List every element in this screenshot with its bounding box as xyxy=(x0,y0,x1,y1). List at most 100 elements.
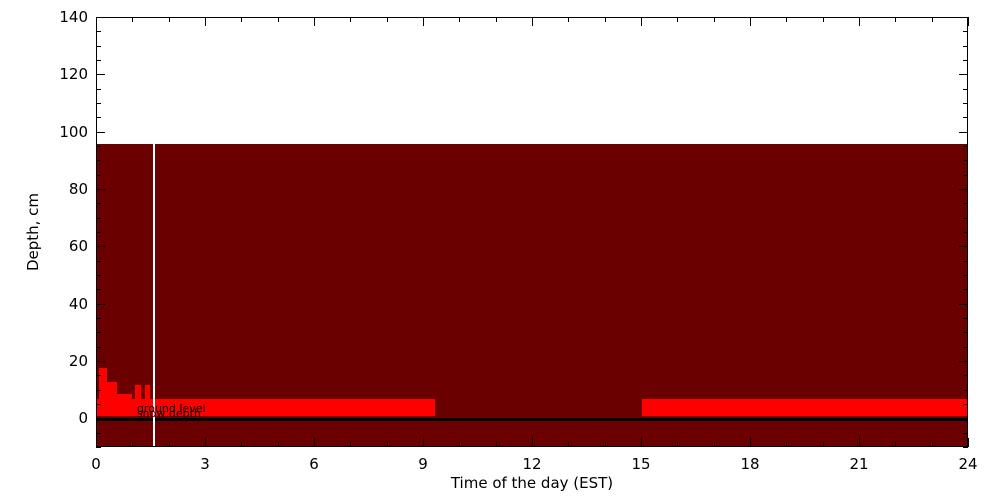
x-tick xyxy=(895,17,897,22)
x-tick xyxy=(568,17,570,22)
y-tick-label: 0 xyxy=(78,409,88,428)
x-tick-label: 9 xyxy=(418,455,428,473)
soil-temperature-fill xyxy=(97,144,967,446)
y-tick-label: 20 xyxy=(68,352,88,370)
x-tick-label: 18 xyxy=(740,455,760,473)
x-tick xyxy=(931,17,933,22)
y-tick xyxy=(96,246,105,248)
y-tick xyxy=(963,146,968,147)
y-tick xyxy=(959,246,968,248)
x-tick xyxy=(604,17,606,22)
y-tick xyxy=(963,203,968,205)
y-tick xyxy=(963,389,968,391)
x-tick xyxy=(750,438,751,447)
x-tick xyxy=(604,442,606,447)
x-tick xyxy=(386,17,388,22)
x-tick xyxy=(168,17,170,22)
x-tick xyxy=(423,438,424,447)
x-tick xyxy=(241,442,243,447)
y-tick xyxy=(96,260,101,262)
plot-area: ground level snow depth xyxy=(96,17,968,447)
x-tick xyxy=(205,17,206,26)
warm-band xyxy=(642,399,967,417)
x-tick xyxy=(132,17,134,22)
x-tick xyxy=(968,17,969,26)
y-tick xyxy=(963,160,968,162)
x-tick xyxy=(423,17,424,26)
y-tick xyxy=(96,88,101,90)
x-tick xyxy=(750,17,751,26)
x-tick xyxy=(713,17,715,22)
ground-level-line xyxy=(97,418,967,422)
x-tick xyxy=(495,17,497,22)
y-tick xyxy=(96,418,105,420)
y-tick xyxy=(959,418,968,420)
x-tick xyxy=(350,17,352,22)
x-tick xyxy=(168,442,170,447)
x-tick xyxy=(641,17,642,26)
y-tick xyxy=(96,232,101,233)
y-tick xyxy=(96,432,101,434)
y-axis-title: Depth, cm xyxy=(24,192,43,272)
y-tick xyxy=(96,117,101,119)
x-tick xyxy=(968,438,969,447)
x-tick xyxy=(786,442,788,447)
y-tick-label: 40 xyxy=(68,294,88,313)
y-tick xyxy=(963,117,968,119)
y-tick xyxy=(96,60,101,61)
y-tick xyxy=(959,131,968,133)
y-tick xyxy=(963,31,968,33)
y-tick xyxy=(963,260,968,262)
x-tick-label: 21 xyxy=(849,455,869,473)
snow-spike xyxy=(144,384,151,417)
y-tick xyxy=(96,289,101,291)
x-axis-title: Time of the day (EST) xyxy=(450,474,614,492)
y-tick xyxy=(959,189,968,190)
y-tick xyxy=(959,303,968,305)
x-tick xyxy=(132,442,134,447)
y-tick xyxy=(963,404,968,405)
x-tick xyxy=(931,442,933,447)
y-tick xyxy=(963,318,968,319)
x-tick xyxy=(532,17,533,26)
y-tick xyxy=(96,217,101,219)
y-tick xyxy=(96,17,105,18)
y-tick xyxy=(96,389,101,391)
snow-depth-label: snow depth xyxy=(136,407,201,421)
y-tick xyxy=(959,74,968,76)
x-tick xyxy=(859,438,860,447)
current-time-marker xyxy=(153,18,156,446)
y-tick xyxy=(963,289,968,291)
y-tick-label: 60 xyxy=(68,237,88,256)
y-tick xyxy=(96,346,101,348)
x-tick xyxy=(459,442,461,447)
x-tick xyxy=(277,442,279,447)
y-tick xyxy=(963,332,968,334)
x-tick xyxy=(822,17,824,22)
snow-spike xyxy=(116,393,132,417)
y-tick xyxy=(96,332,101,334)
x-tick xyxy=(386,442,388,447)
y-tick xyxy=(96,275,101,276)
x-tick-label: 6 xyxy=(309,455,319,473)
x-tick xyxy=(822,442,824,447)
y-tick xyxy=(96,174,101,176)
y-tick xyxy=(96,318,101,319)
x-tick xyxy=(277,17,279,22)
y-tick xyxy=(963,232,968,233)
warm-band xyxy=(97,399,435,417)
y-tick-label: 120 xyxy=(59,65,88,84)
snow-spike xyxy=(135,384,141,417)
y-tick xyxy=(963,60,968,61)
x-tick xyxy=(677,442,679,447)
y-tick xyxy=(96,375,101,377)
y-tick xyxy=(96,189,105,190)
x-tick xyxy=(495,442,497,447)
y-tick xyxy=(96,203,101,205)
y-tick xyxy=(963,88,968,90)
y-tick xyxy=(96,303,105,305)
y-tick xyxy=(96,160,101,162)
y-tick xyxy=(963,275,968,276)
y-tick xyxy=(963,375,968,377)
y-tick xyxy=(959,361,968,362)
